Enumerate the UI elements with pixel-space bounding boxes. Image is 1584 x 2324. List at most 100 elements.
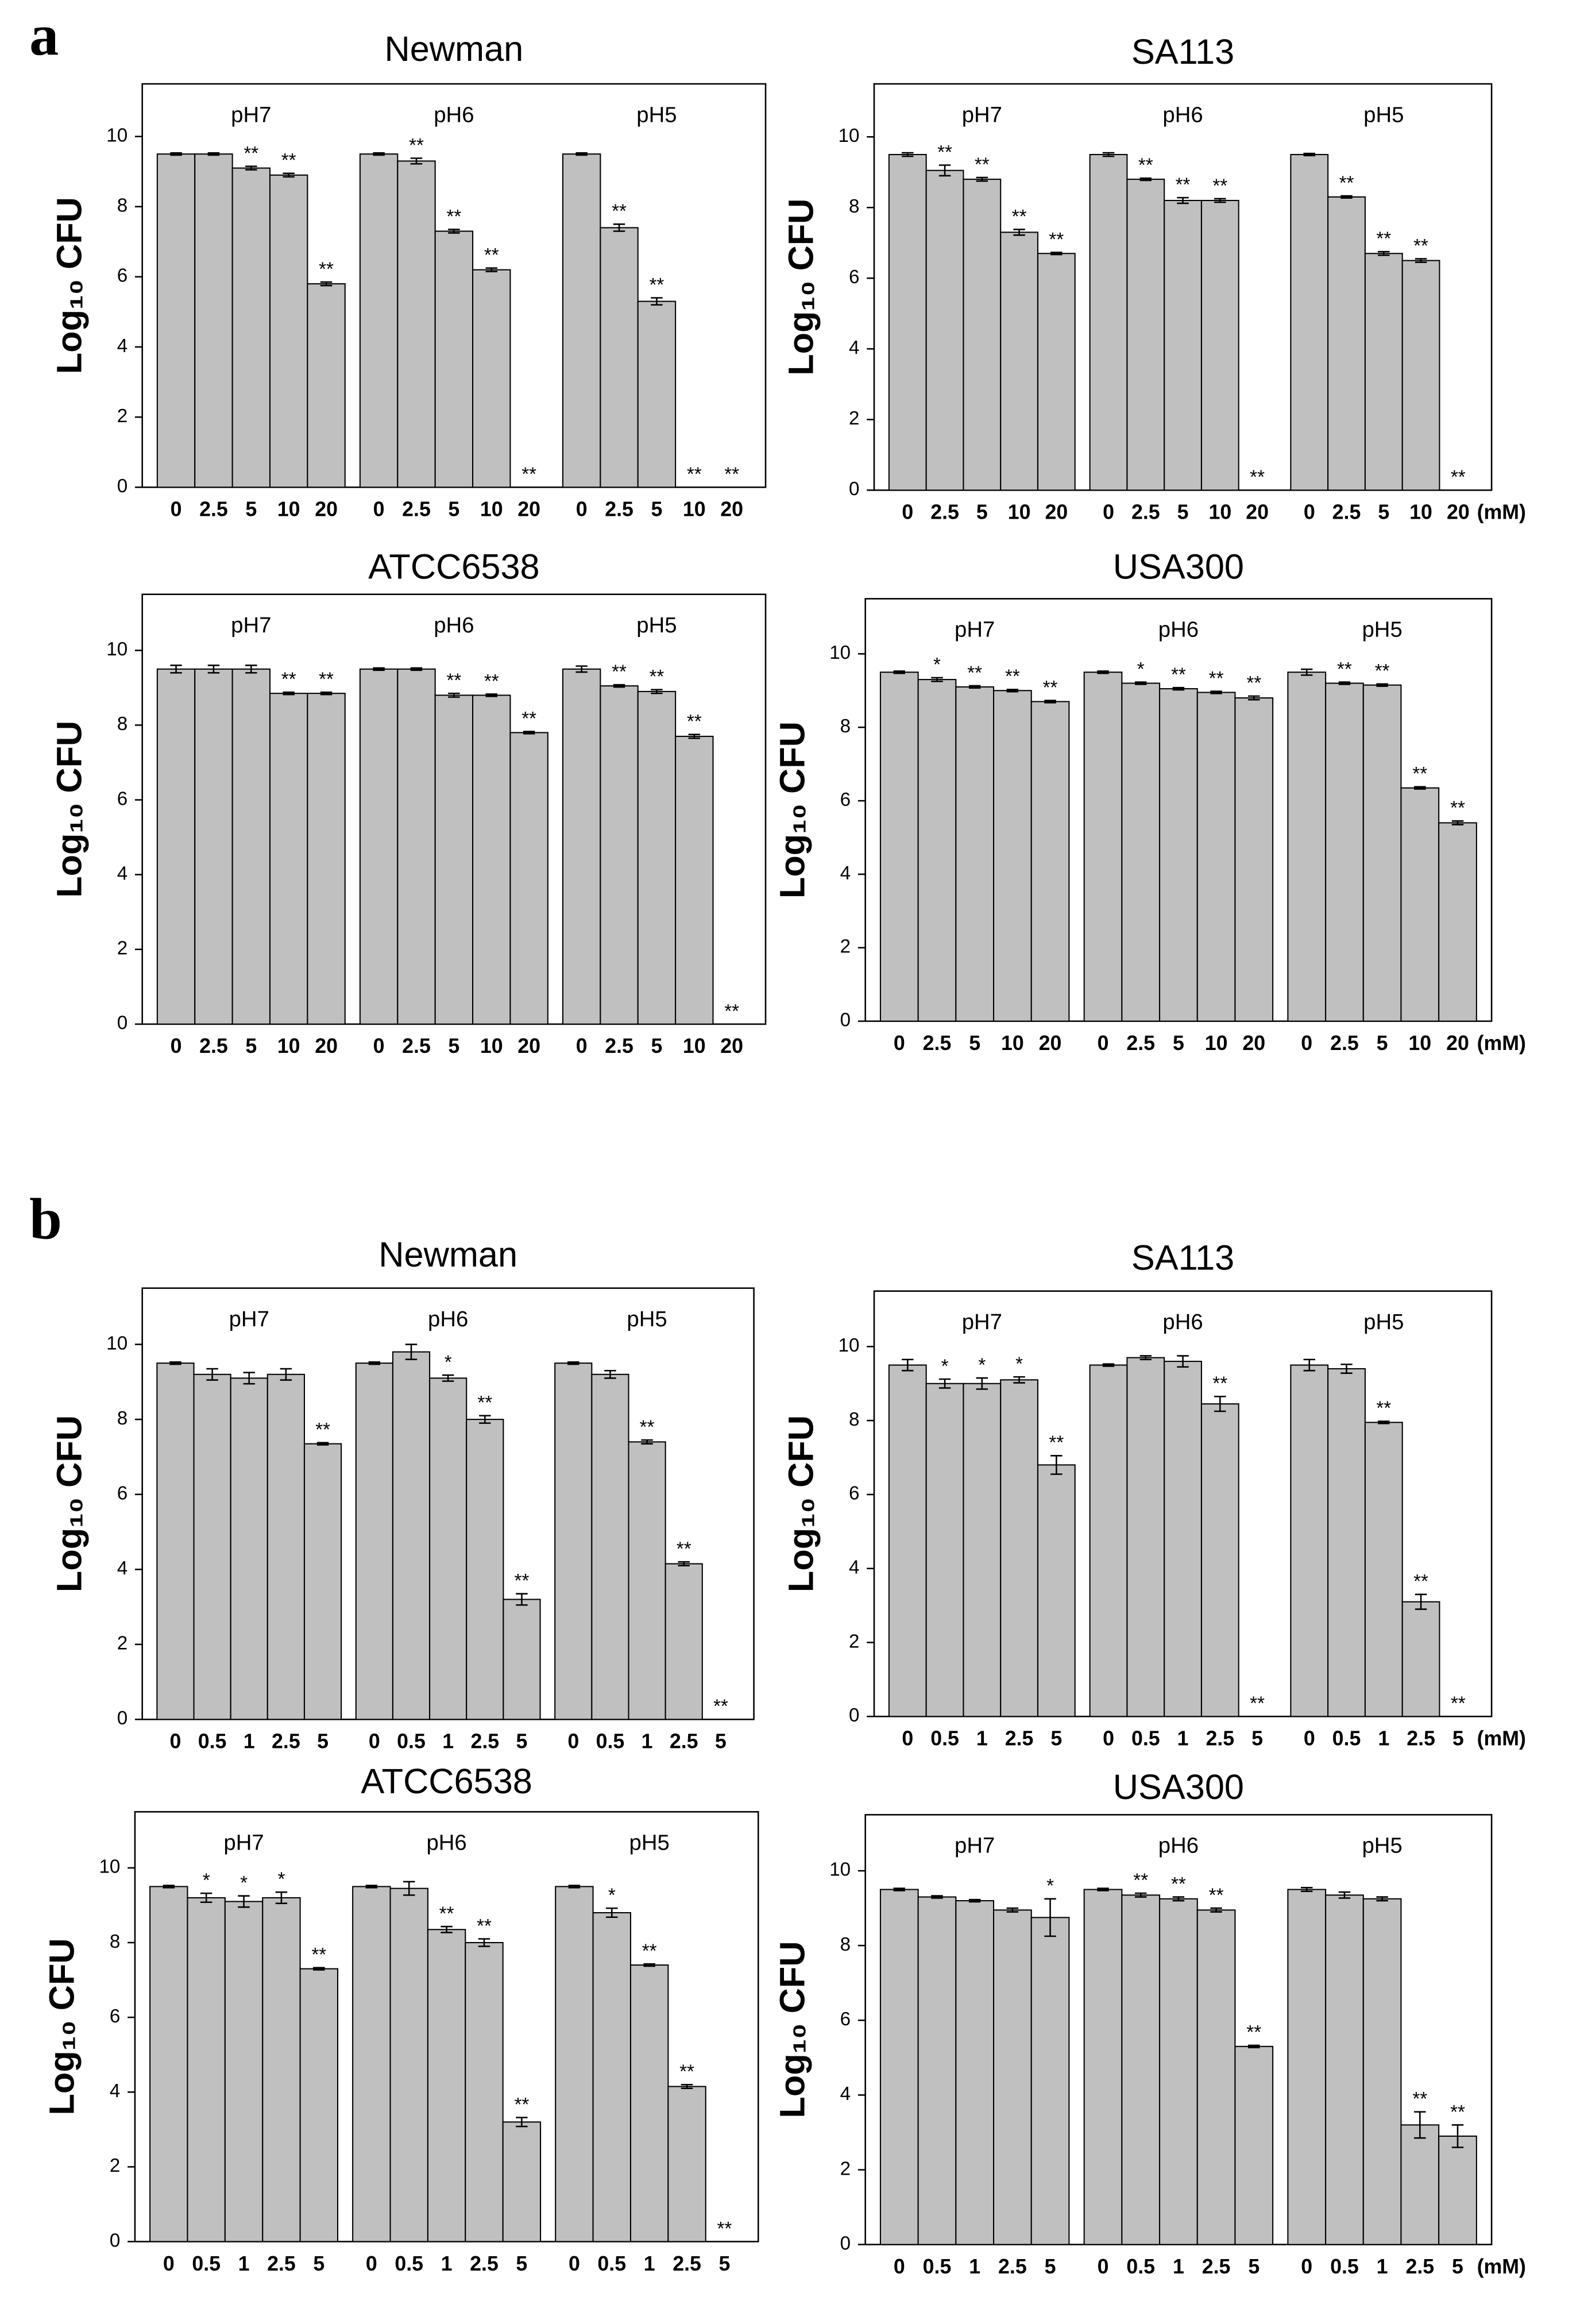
bar [307, 283, 346, 488]
bar [269, 693, 308, 1025]
bar [888, 1364, 927, 1717]
error-bar [243, 1372, 255, 1385]
y-tick-label: 8 [117, 1408, 128, 1429]
significance-label: ** [1246, 2022, 1261, 2043]
x-tick-label: 5 [651, 1034, 662, 1057]
y-tick-label: 0 [849, 1705, 859, 1726]
x-tick-label: 0 [1098, 1032, 1109, 1055]
x-tick-label: 20 [720, 498, 743, 521]
significance-label: ** [1413, 1571, 1428, 1592]
significance-label: ** [967, 662, 982, 684]
significance-label: ** [1376, 229, 1391, 250]
x-tick-label: 5 [1452, 1727, 1464, 1750]
bar [299, 1968, 339, 2242]
x-tick-label: 1 [644, 2252, 655, 2275]
x-tick-label: 20 [315, 498, 338, 521]
bar [1037, 1464, 1076, 1717]
x-tick-label: 5 [313, 2252, 324, 2275]
group-label: pH5 [1363, 1310, 1404, 1334]
significance-label: ** [1171, 1874, 1186, 1895]
x-tick-label: 0.5 [1332, 1727, 1361, 1750]
bar [1400, 2124, 1440, 2245]
x-tick-label: 5 [448, 498, 459, 521]
bar [562, 668, 601, 1025]
bar [879, 671, 919, 1022]
x-tick-label: 5 [516, 1730, 528, 1753]
significance-label: ** [642, 1940, 657, 1962]
significance-label: ** [319, 669, 334, 690]
bar [1030, 701, 1070, 1022]
bar [231, 668, 271, 1025]
x-tick-label: 5 [1045, 2255, 1056, 2278]
error-bar [938, 1378, 951, 1389]
error-bar [575, 152, 588, 156]
bar [925, 169, 964, 491]
bar [472, 694, 511, 1025]
y-tick-label: 2 [849, 1631, 859, 1652]
error-bar [1414, 786, 1426, 790]
x-tick-label: 0 [569, 2252, 580, 2275]
significance-label: ** [713, 1696, 728, 1717]
y-tick-label: 6 [849, 267, 859, 288]
bar [675, 735, 714, 1025]
panel-label: a [29, 3, 59, 68]
x-tick-label: 5 [1050, 1727, 1062, 1750]
y-axis-label: Log₁₀ CFU [782, 1415, 821, 1592]
y-tick-label: 2 [117, 1633, 128, 1654]
significance-label: ** [409, 135, 424, 156]
significance-label: ** [521, 708, 536, 729]
bar [1438, 822, 1477, 1022]
x-tick-label: 2.5 [199, 498, 228, 521]
x-tick-label: 5 [245, 1034, 257, 1057]
bar [1438, 2135, 1477, 2245]
x-tick-label: 0 [576, 1034, 588, 1057]
bar [1401, 1601, 1440, 1717]
x-tick-label: 2.5 [402, 498, 431, 521]
significance-label: ** [477, 1916, 492, 1937]
bar [1159, 1898, 1198, 2245]
bar [1159, 688, 1198, 1022]
error-bar [1210, 1907, 1222, 1913]
significance-label: ** [1049, 229, 1064, 250]
x-tick-label: 10 [683, 1034, 706, 1057]
bar [397, 160, 436, 488]
y-axis-label: Log₁₀ CFU [49, 721, 88, 898]
error-bar [1097, 1887, 1109, 1891]
error-bar [1415, 258, 1427, 263]
y-tick-label: 2 [849, 408, 859, 429]
bar [231, 167, 271, 488]
bar [502, 2121, 542, 2242]
y-tick-label: 0 [849, 478, 859, 500]
bar [466, 1419, 504, 1720]
x-tick-label: 0.5 [198, 1730, 227, 1753]
error-bar [1134, 1892, 1147, 1898]
bar [1200, 1403, 1239, 1717]
group-label: pH6 [434, 102, 474, 127]
x-tick-label: 2.5 [1407, 1727, 1435, 1750]
x-tick-label: 0 [171, 498, 182, 521]
bar [1364, 1422, 1403, 1717]
group-label: pH6 [1162, 102, 1203, 127]
bar [230, 1377, 268, 1720]
significance-label: * [203, 1870, 210, 1891]
error-bar [207, 152, 220, 156]
error-bar [403, 1881, 415, 1896]
x-tick-label: 2.5 [1202, 2255, 1231, 2278]
error-bar [1340, 1363, 1353, 1374]
significance-label: ** [1049, 1433, 1064, 1454]
significance-label: ** [650, 275, 664, 296]
x-tick-label: 20 [1246, 501, 1269, 524]
group-label: pH7 [955, 617, 995, 642]
x-tick-label: 10 [480, 1034, 503, 1057]
bar [389, 1887, 428, 2242]
significance-label: ** [1138, 155, 1153, 176]
bar [503, 1599, 541, 1720]
bar [262, 1897, 301, 2242]
error-bar [170, 665, 182, 674]
significance-label: ** [612, 201, 627, 222]
x-tick-label: 5 [1378, 501, 1389, 524]
y-axis-label: Log₁₀ CFU [43, 1938, 82, 2115]
error-bar [207, 665, 220, 674]
bar [1000, 1379, 1038, 1717]
significance-label: ** [975, 154, 990, 175]
